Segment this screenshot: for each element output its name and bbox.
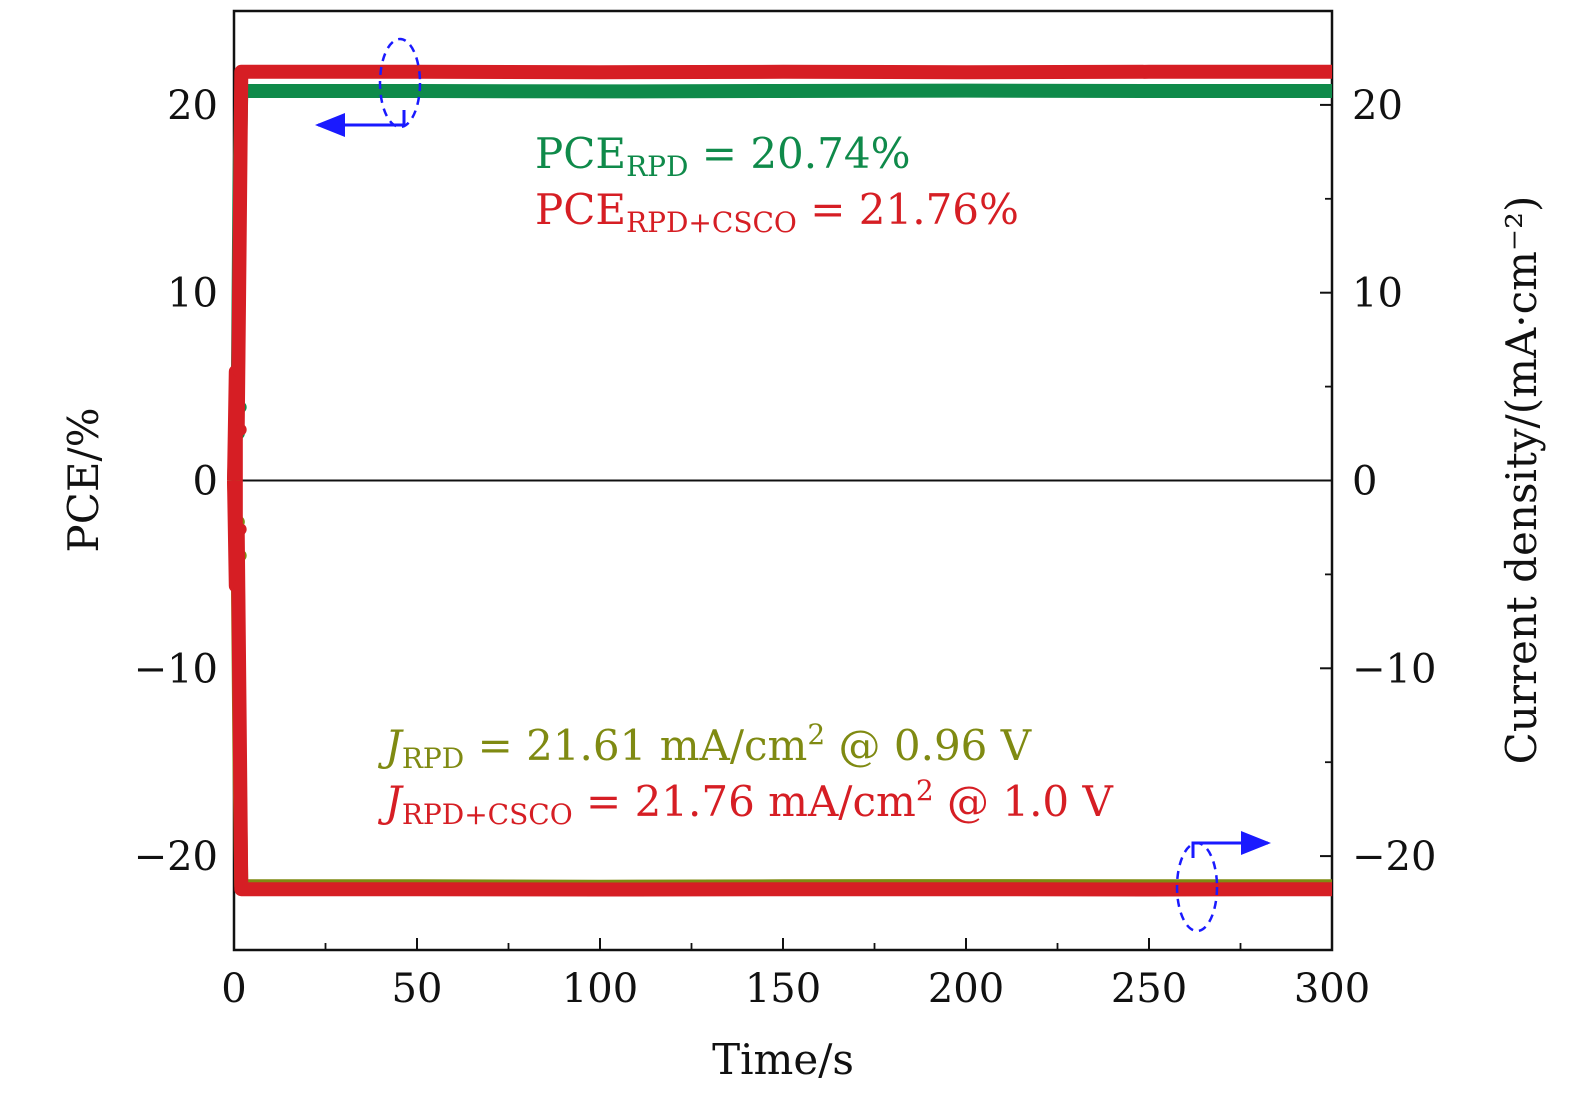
annotation-j-csco-sub: RPD+CSCO [402, 798, 573, 831]
y-right-tick-label: 10 [1352, 271, 1403, 317]
annotation-j-rpd: JRPD = 21.61 mA/cm2 @ 0.96 V [377, 718, 1032, 775]
annotation-j-csco-sup: 2 [916, 774, 934, 807]
x-tick-label: 0 [221, 966, 246, 1012]
left-axis-indicator-ellipse [378, 37, 422, 129]
annotation-pce-csco-value: = 21.76% [797, 185, 1019, 234]
annotation-pce-rpd-prefix: PCE [535, 129, 626, 178]
y-right-tick-label: −20 [1352, 834, 1436, 880]
annotation-pce-rpd: PCERPD = 20.74% [535, 129, 910, 183]
annotation-j-csco-prefix: J [377, 777, 404, 826]
series-line-j-rpd-csco [227, 480, 1333, 897]
y-right-tick-label: 20 [1352, 83, 1403, 129]
y-left-tick-label: 20 [167, 83, 218, 129]
y-right-tick-label: −10 [1352, 646, 1436, 692]
x-axis-title: Time/s [712, 1035, 854, 1084]
axes: 0 50 100 150 200 250 300 −20 −20 −10 −10 0 0 10 10 20 20 [134, 9, 1436, 1012]
y-left-tick-label: 0 [193, 459, 218, 505]
annotation-pce-csco-sub: RPD+CSCO [626, 206, 797, 239]
axis-indicators [315, 37, 1271, 933]
annotation-j-csco-tail: @ 1.0 V [934, 777, 1114, 826]
y-left-tick-label: −10 [134, 646, 218, 692]
annotation-j-csco-value: = 21.76 mA/cm [573, 777, 916, 826]
right-axis-indicator-arrow [1191, 831, 1271, 858]
x-tick-label: 200 [928, 966, 1004, 1012]
annotation-j-rpd-prefix: J [377, 721, 404, 770]
annotation-pce-rpd-sub: RPD [626, 150, 688, 183]
annotation-j-rpd-value: = 21.61 mA/cm [464, 721, 807, 770]
x-tick-label: 50 [392, 966, 443, 1012]
right-y-axis-title: Current density/(mA·cm⁻²) [1497, 196, 1546, 765]
y-right-tick-label: 0 [1352, 459, 1377, 505]
left-y-axis-title: PCE/% [59, 407, 108, 552]
left-axis-indicator-arrow [315, 110, 406, 137]
annotation-pce-csco: PCERPD+CSCO = 21.76% [535, 185, 1019, 239]
annotation-pce-csco-prefix: PCE [535, 185, 626, 234]
series-group [227, 64, 1333, 897]
x-tick-label: 100 [562, 966, 638, 1012]
series-line-pce-rpd-csco [227, 64, 1332, 481]
x-tick-label: 300 [1294, 966, 1370, 1012]
y-left-tick-label: 10 [167, 271, 218, 317]
x-tick-label: 150 [745, 966, 821, 1012]
annotation-j-rpd-sup: 2 [807, 718, 825, 751]
annotation-pce-rpd-value: = 20.74% [688, 129, 910, 178]
y-left-tick-label: −20 [134, 834, 218, 880]
annotation-j-rpd-tail: @ 0.96 V [825, 721, 1032, 770]
annotation-j-csco: JRPD+CSCO = 21.76 mA/cm2 @ 1.0 V [377, 774, 1113, 831]
x-tick-label: 250 [1111, 966, 1187, 1012]
series-point-pce-rpd-csco [232, 365, 245, 378]
annotation-j-rpd-sub: RPD [402, 742, 464, 775]
series-point-j-rpd-csco [232, 579, 245, 592]
